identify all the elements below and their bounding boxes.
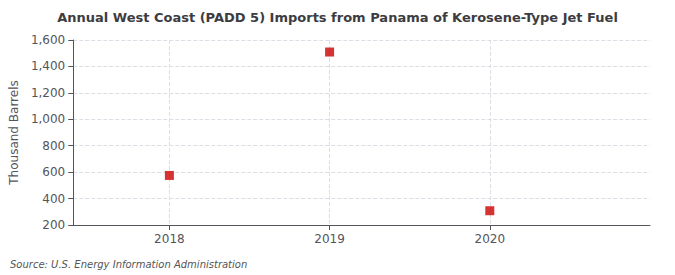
svg-text:1,000: 1,000: [31, 112, 65, 126]
svg-text:Annual West Coast (PADD 5) Imp: Annual West Coast (PADD 5) Imports from …: [57, 10, 618, 25]
svg-text:600: 600: [42, 165, 65, 179]
svg-text:2019: 2019: [314, 232, 345, 246]
svg-text:1,600: 1,600: [31, 33, 65, 47]
svg-text:2020: 2020: [475, 232, 506, 246]
svg-text:1,200: 1,200: [31, 86, 65, 100]
svg-text:Source: U.S. Energy Informatio: Source: U.S. Energy Information Administ…: [10, 259, 247, 270]
svg-text:1,400: 1,400: [31, 59, 65, 73]
svg-text:400: 400: [42, 192, 65, 206]
svg-text:Thousand Barrels: Thousand Barrels: [7, 80, 21, 185]
svg-text:2018: 2018: [154, 232, 185, 246]
svg-text:800: 800: [42, 139, 65, 153]
svg-text:200: 200: [42, 218, 65, 232]
